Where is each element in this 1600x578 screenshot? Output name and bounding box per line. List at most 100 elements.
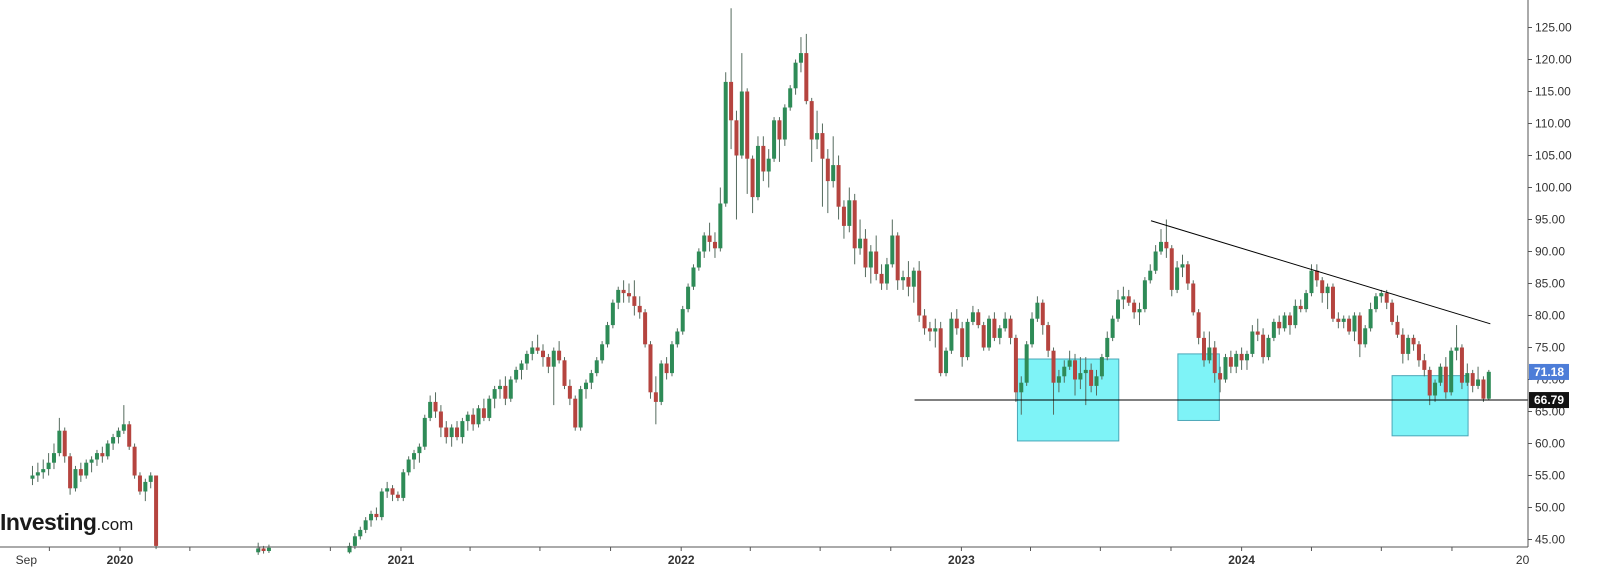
candle: [363, 517, 368, 534]
candle-body: [412, 453, 417, 460]
candle: [148, 472, 153, 489]
candle: [1341, 315, 1346, 329]
candle-body: [1024, 344, 1029, 383]
candle-body: [395, 494, 400, 498]
candle-body: [691, 267, 696, 287]
candle: [970, 305, 975, 326]
candle-body: [809, 101, 814, 140]
candle: [874, 235, 879, 281]
candle: [933, 318, 938, 348]
candle: [1357, 312, 1362, 358]
candle-body: [702, 235, 707, 252]
candle-body: [1078, 373, 1083, 380]
candle: [815, 110, 820, 150]
candle: [965, 318, 970, 361]
candle-body: [825, 158, 830, 182]
candle: [1094, 369, 1099, 396]
candle-body: [62, 430, 67, 457]
candle: [1116, 289, 1121, 322]
candle-body: [1486, 371, 1491, 399]
candle-body: [1073, 360, 1078, 380]
price-badge-bg: [1529, 392, 1569, 409]
candle-body: [100, 453, 105, 457]
candle: [1030, 312, 1035, 348]
candle-body: [1030, 318, 1035, 345]
candle-body: [949, 318, 954, 351]
candle-body: [127, 424, 132, 447]
candle-body: [766, 158, 771, 172]
candle-body: [551, 350, 556, 367]
candle: [1427, 366, 1432, 406]
candle-body: [1293, 305, 1298, 326]
x-tick-label: 2023: [948, 553, 975, 567]
candle-body: [530, 347, 535, 354]
candle: [1293, 299, 1298, 329]
candle: [675, 328, 680, 348]
candle: [1244, 350, 1249, 370]
candle: [895, 232, 900, 290]
candle: [1363, 325, 1368, 348]
candle: [541, 344, 546, 367]
candle: [1347, 315, 1352, 335]
candle-body: [406, 459, 411, 473]
candle: [992, 312, 997, 342]
candle: [1169, 245, 1174, 297]
y-tick-label: 75.00: [1535, 341, 1565, 355]
candle-body: [718, 203, 723, 249]
x-tick-label: 2020: [107, 553, 134, 567]
candle: [1433, 379, 1438, 402]
candle: [1481, 376, 1486, 402]
candle-body: [901, 277, 906, 281]
candle-body: [84, 462, 89, 476]
candle-body: [422, 417, 427, 447]
candle: [546, 353, 551, 374]
candle: [809, 97, 814, 162]
candle: [256, 542, 261, 555]
candle-body: [820, 133, 825, 159]
candle-body: [455, 427, 460, 438]
candle: [890, 219, 895, 268]
candle: [417, 443, 422, 463]
candle-body: [1175, 267, 1180, 290]
candle: [1443, 357, 1448, 399]
candle-body: [1271, 321, 1276, 338]
candle-body: [94, 453, 99, 460]
candle-body: [57, 430, 62, 454]
candle-body: [1422, 360, 1427, 370]
candle-body: [1481, 379, 1486, 399]
candle: [696, 248, 701, 271]
candle: [1067, 350, 1072, 370]
candle: [1110, 315, 1115, 342]
candle-body: [1347, 318, 1352, 332]
candle-body: [1373, 296, 1378, 310]
candle-body: [1051, 350, 1056, 383]
candle: [1175, 261, 1180, 294]
candle-body: [352, 536, 357, 546]
candle: [1261, 328, 1266, 364]
trend-line: [1150, 220, 1491, 325]
candle: [976, 309, 981, 329]
candle-body: [363, 520, 368, 530]
candle: [600, 341, 605, 364]
candle: [487, 395, 492, 422]
candle: [938, 321, 943, 377]
candle: [841, 200, 846, 239]
candle-body: [583, 382, 588, 390]
candle-body: [933, 328, 938, 332]
candle-body: [804, 53, 809, 102]
candle-body: [653, 392, 658, 402]
candle: [707, 222, 712, 252]
candle-body: [1368, 309, 1373, 329]
candle-body: [1019, 382, 1024, 393]
candle-body: [1094, 376, 1099, 386]
candle: [62, 427, 67, 463]
candle-body: [874, 251, 879, 274]
candle: [798, 37, 803, 73]
candle-body: [879, 273, 884, 284]
candle: [944, 347, 949, 377]
candle: [1255, 318, 1260, 342]
candle: [954, 309, 959, 335]
candle: [782, 104, 787, 146]
candle: [718, 187, 723, 252]
